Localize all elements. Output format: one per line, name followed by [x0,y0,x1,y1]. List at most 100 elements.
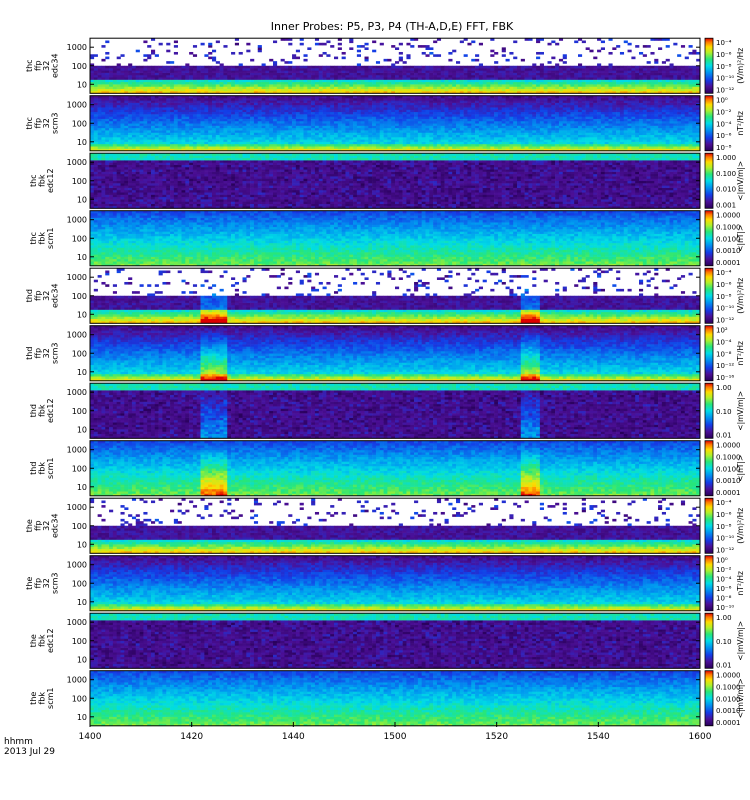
spectrogram-cell [132,105,136,108]
spectrogram-cell [456,73,460,76]
spectrogram-cell [380,68,384,71]
spectrogram-cell [231,77,235,80]
spectrogram-cell [101,116,105,119]
spectrogram-cell [609,63,613,66]
spectrogram-cell [239,52,243,55]
spectrogram-cell [624,84,628,87]
spectrogram-cell [109,70,113,73]
spectrogram-cell [162,82,166,85]
spectrogram-cell [586,73,590,76]
spectrogram-cell [204,70,208,73]
spectrogram-cell [258,105,262,108]
spectrogram-cell [121,86,125,89]
spectrogram-cell [650,89,654,92]
spectrogram-cell [94,68,98,71]
spectrogram-cell [528,70,532,73]
spectrogram-cell [647,68,651,71]
spectrogram-cell [155,70,159,73]
spectrogram-cell [189,126,193,129]
spectrogram-cell [201,68,205,71]
spectrogram-cell [326,77,330,80]
spectrogram-cell [189,107,193,110]
spectrogram-cell [330,82,334,85]
spectrogram-cell [487,82,491,85]
spectrogram-cell [284,80,288,83]
spectrogram-cell [94,112,98,115]
spectrogram-cell [567,75,571,78]
spectrogram-cell [258,139,262,142]
spectrogram-cell [410,77,414,80]
spectrogram-cell [197,84,201,87]
spectrogram-cell [288,121,292,124]
spectrogram-cell [471,80,475,83]
spectrogram-cell [677,82,681,85]
spectrogram-cell [555,68,559,71]
spectrogram-cell [452,80,456,83]
spectrogram-cell [479,63,483,66]
spectrogram-cell [273,137,277,140]
spectrogram-cell [124,130,128,133]
spectrogram-cell [182,116,186,119]
spectrogram-cell [136,121,140,124]
spectrogram-cell [235,82,239,85]
spectrogram-cell [292,112,296,115]
spectrogram-cell [452,77,456,80]
spectrogram-cell [227,84,231,87]
spectrogram-cell [376,73,380,76]
spectrogram-cell [399,73,403,76]
spectrogram-cell [246,144,250,147]
spectrogram-cell [460,70,464,73]
spectrogram-cell [265,126,269,129]
spectrogram-cell [692,52,696,55]
spectrogram-cell [109,112,113,115]
spectrogram-cell [471,75,475,78]
spectrogram-cell [376,84,380,87]
spectrogram-cell [140,137,144,140]
spectrogram-cell [212,107,216,110]
spectrogram-cell [227,100,231,103]
spectrogram-cell [178,126,182,129]
spectrogram-cell [231,123,235,126]
spectrogram-cell [208,43,212,46]
spectrogram-cell [281,100,285,103]
spectrogram-cell [201,86,205,89]
spectrogram-cell [502,50,506,53]
spectrogram-cell [105,139,109,142]
spectrogram-cell [490,73,494,76]
spectrogram-cell [292,144,296,147]
spectrogram-cell [277,66,281,69]
spectrogram-cell [258,73,262,76]
spectrogram-cell [223,144,227,147]
spectrogram-cell [182,82,186,85]
spectrogram-cell [193,121,197,124]
spectrogram-cell [490,70,494,73]
spectrogram-cell [441,68,445,71]
spectrogram-cell [101,77,105,80]
spectrogram-cell [391,86,395,89]
spectrogram-cell [605,80,609,83]
spectrogram-cell [182,121,186,124]
spectrogram-cell [269,144,273,147]
spectrogram-cell [323,68,327,71]
spectrogram-cell [429,84,433,87]
spectrogram-cell [433,68,437,71]
spectrogram-cell [193,86,197,89]
spectrogram-cell [216,68,220,71]
spectrogram-cell [101,112,105,115]
spectrogram-cell [151,107,155,110]
spectrogram-cell [239,121,243,124]
spectrogram-cell [178,137,182,140]
spectrogram-cell [658,73,662,76]
spectrogram-cell [269,114,273,117]
spectrogram-cell [692,75,696,78]
spectrogram-cell [403,82,407,85]
spectrogram-cell [178,103,182,106]
spectrogram-cell [612,73,616,76]
spectrogram-cell [689,52,693,55]
spectrogram-cell [185,126,189,129]
spectrogram-cell [98,77,102,80]
spectrogram-cell [94,128,98,131]
spectrogram-cell [681,45,685,48]
spectrogram-cell [243,112,247,115]
